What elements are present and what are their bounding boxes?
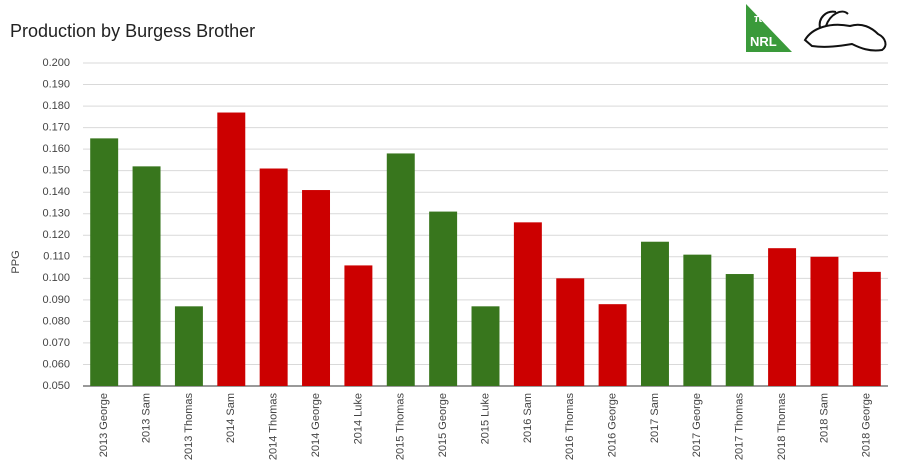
y-tick-label: 0.060 — [42, 358, 70, 370]
x-tick-label: 2016 George — [607, 393, 619, 457]
x-tick-label: 2015 Thomas — [395, 393, 407, 461]
bar — [259, 168, 288, 386]
bar — [640, 241, 669, 386]
rabbit-body — [803, 23, 887, 52]
bar — [217, 112, 246, 386]
y-tick-label: 0.150 — [42, 165, 70, 177]
x-tick-label: 2018 Thomas — [776, 393, 788, 461]
bar — [90, 138, 119, 386]
x-tick-label: 2017 Thomas — [734, 393, 746, 461]
logo-nrl: NRL — [750, 34, 777, 49]
bar — [174, 306, 203, 386]
x-tick-label: 2017 George — [691, 393, 703, 457]
x-tick-label: 2017 Sam — [649, 393, 661, 443]
rabbit-ears — [818, 10, 849, 29]
y-tick-label: 0.100 — [42, 272, 70, 284]
y-tick-label: 0.180 — [42, 100, 70, 112]
bar — [852, 271, 881, 386]
y-tick-label: 0.190 — [42, 78, 70, 90]
x-tick-label: 2018 Sam — [818, 393, 830, 443]
rabbit-logo — [803, 10, 887, 52]
y-tick-label: 0.090 — [42, 294, 70, 306]
y-tick-label: 0.160 — [42, 143, 70, 155]
bar — [598, 304, 627, 386]
nrl-logo: π NRL — [746, 4, 792, 52]
bar — [132, 166, 161, 386]
x-tick-label: 2013 George — [98, 393, 110, 457]
y-tick-label: 0.130 — [42, 208, 70, 220]
y-tick-label: 0.170 — [42, 122, 70, 134]
logo-pi: π — [754, 13, 763, 25]
x-tick-label: 2013 Sam — [140, 393, 152, 443]
x-tick-label: 2013 Thomas — [183, 393, 195, 461]
x-tick-label: 2014 Thomas — [268, 393, 280, 461]
logo-triangle — [746, 4, 792, 52]
y-tick-label: 0.140 — [42, 186, 70, 198]
bar — [471, 306, 500, 386]
bar — [429, 211, 458, 386]
bar — [513, 222, 542, 386]
bar — [302, 190, 331, 386]
x-tick-label: 2015 Luke — [479, 393, 491, 444]
bar — [810, 256, 839, 386]
y-tick-label: 0.070 — [42, 337, 70, 349]
x-tick-label: 2018 George — [861, 393, 873, 457]
bar — [344, 265, 373, 386]
bar — [725, 274, 754, 386]
bar — [386, 153, 415, 386]
bar — [768, 248, 797, 386]
bar — [683, 254, 712, 386]
y-tick-label: 0.110 — [43, 251, 70, 263]
bar — [556, 278, 585, 386]
y-tick-label: 0.200 — [42, 57, 70, 69]
y-tick-label: 0.080 — [42, 315, 70, 327]
x-tick-label: 2016 Thomas — [564, 393, 576, 461]
x-tick-label: 2014 Sam — [225, 393, 237, 443]
y-tick-label: 0.120 — [42, 229, 70, 241]
x-tick-label: 2014 George — [310, 393, 322, 457]
x-tick-label: 2016 Sam — [522, 393, 534, 443]
x-tick-label: 2014 Luke — [352, 393, 364, 444]
y-axis-label: PPG — [10, 250, 22, 273]
x-tick-label: 2015 George — [437, 393, 449, 457]
y-tick-label: 0.050 — [42, 380, 70, 392]
chart-title: Production by Burgess Brother — [10, 21, 255, 41]
